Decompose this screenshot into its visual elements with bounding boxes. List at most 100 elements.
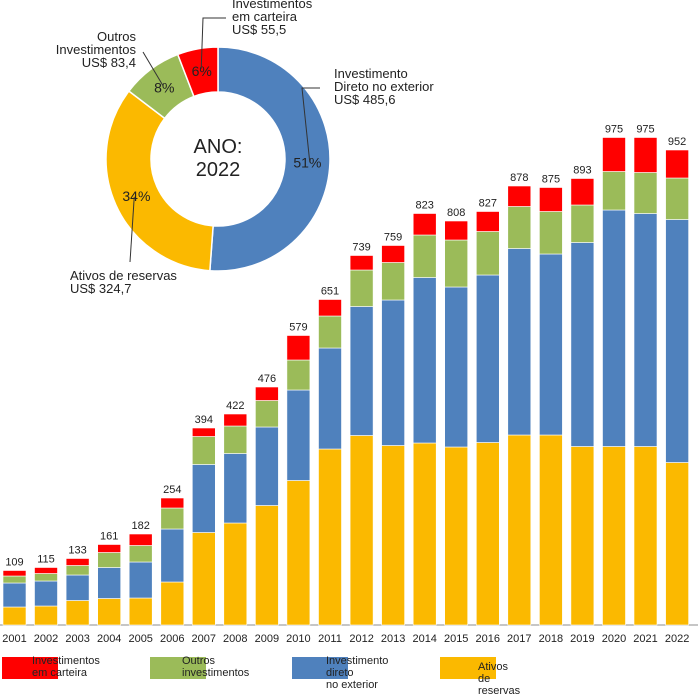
legend-swatch-other [150,657,206,679]
bar-reserves-2005 [128,597,153,626]
bar-portfolio-2012 [349,255,374,271]
bar-reserves-2004 [97,598,121,626]
bar-reserves-2022 [665,462,689,626]
total-label-2022: 952 [668,136,686,148]
legend-swatch-direct [292,657,348,679]
bar-direct-2001 [2,582,27,608]
x-tick-label-2004: 2004 [97,633,121,645]
legend-label-direct: Investimento direto no exterior [326,655,389,691]
x-tick-label-2014: 2014 [412,633,436,645]
bar-portfolio-2004 [97,544,121,553]
bar-portfolio-2008 [223,413,248,427]
x-tick-label-2021: 2021 [633,633,657,645]
bar-portfolio-2010 [286,335,311,361]
total-label-2016: 827 [479,198,497,210]
bar-other-2010 [286,359,311,391]
x-tick-label-2007: 2007 [192,633,216,645]
total-label-2003: 133 [68,545,86,557]
bar-other-2018 [539,211,563,255]
bar-other-2015 [444,239,469,288]
total-label-2021: 975 [636,124,654,136]
bar-direct-2005 [128,561,153,599]
donut-center-label-top: ANO: [194,136,243,158]
legend-label-reserves: Ativos de reservas [478,661,521,697]
bar-direct-2008 [223,453,248,524]
chart-canvas: 109 2001 115 2002 133 2003 161 2004 182 2005 254 20… [0,0,698,645]
x-tick-label-2013: 2013 [381,633,405,645]
bar-other-2004 [97,552,121,568]
total-label-2019: 893 [573,165,591,177]
total-label-2004: 161 [100,531,118,543]
bar-reserves-2002 [34,605,58,626]
donut-percent-reserves: 34% [122,188,150,204]
bar-reserves-2012 [349,435,374,626]
x-tick-label-2012: 2012 [349,633,373,645]
total-label-2001: 109 [5,557,23,569]
bar-portfolio-2014 [412,213,437,236]
total-label-2008: 422 [226,400,244,412]
bar-reserves-2009 [255,505,279,626]
bar-reserves-2021 [633,446,658,626]
x-tick-label-2020: 2020 [602,633,626,645]
total-label-2020: 975 [605,124,623,136]
bar-chart: 109 2001 115 2002 133 2003 161 2004 182 2005 254 20… [0,124,698,645]
bar-other-2007 [192,436,216,465]
bar-other-2012 [349,269,374,307]
bar-reserves-2010 [286,480,311,626]
callout-label-other: Outros Investimentos US$ 83,4 [56,29,137,70]
donut-percent-other: 8% [154,79,174,95]
bar-other-2005 [128,545,153,563]
bar-other-2021 [633,172,658,214]
bar-reserves-2020 [602,446,626,626]
bar-reserves-2016 [475,442,500,626]
callout-line-text-other-1: Investimentos [56,42,137,57]
x-tick-label-2019: 2019 [570,633,594,645]
bar-reserves-2015 [444,446,469,626]
bar-direct-2007 [192,464,216,533]
bar-direct-2016 [475,274,500,443]
total-label-2011: 651 [321,286,339,298]
x-tick-label-2008: 2008 [223,633,247,645]
bar-direct-2010 [286,389,311,481]
bar-reserves-2014 [412,442,437,626]
bar-portfolio-2001 [2,570,27,577]
donut-chart: 51% Investimento Direto no exterior US$ 485… [56,0,435,296]
bar-portfolio-2022 [665,149,689,179]
bar-direct-2003 [65,574,90,601]
bar-other-2002 [34,573,58,582]
total-label-2002: 115 [37,554,55,566]
callout-line-reserves [129,196,135,263]
bar-other-2019 [570,204,595,243]
x-tick-label-2010: 2010 [286,633,310,645]
bar-portfolio-2013 [381,245,405,263]
callout-label-portfolio: Investimentos em carteira US$ 55,5 [232,0,313,37]
callout-line-text-direct-0: Investimento [334,66,408,81]
callout-line-portfolio [200,17,226,69]
x-tick-label-2001: 2001 [2,633,26,645]
callout-line-text-reserves-1: US$ 324,7 [70,281,131,296]
callout-line-direct [301,87,320,163]
bar-other-2001 [2,575,27,584]
callout-label-reserves: Ativos de reservas US$ 324,7 [70,268,177,296]
x-tick-label-2017: 2017 [507,633,531,645]
bar-portfolio-2006 [160,497,185,509]
legend-swatch-reserves [440,657,496,679]
x-tick-label-2016: 2016 [476,633,500,645]
bar-portfolio-2018 [539,187,563,212]
x-tick-label-2018: 2018 [539,633,563,645]
callout-line-text-portfolio-0: Investimentos [232,0,313,11]
bar-direct-2011 [318,347,342,450]
x-tick-label-2009: 2009 [255,633,279,645]
bar-direct-2017 [507,248,532,436]
bar-direct-2009 [255,426,279,506]
total-label-2014: 823 [416,200,434,212]
total-label-2017: 878 [510,172,528,184]
bar-portfolio-2017 [507,185,532,207]
total-label-2006: 254 [163,484,181,496]
donut-percent-direct: 51% [293,154,321,170]
bar-direct-2022 [665,219,689,463]
x-tick-label-2006: 2006 [160,633,184,645]
donut-center-label-bottom: 2022 [196,159,241,181]
bar-direct-2018 [539,253,563,436]
bar-portfolio-2007 [192,427,216,437]
